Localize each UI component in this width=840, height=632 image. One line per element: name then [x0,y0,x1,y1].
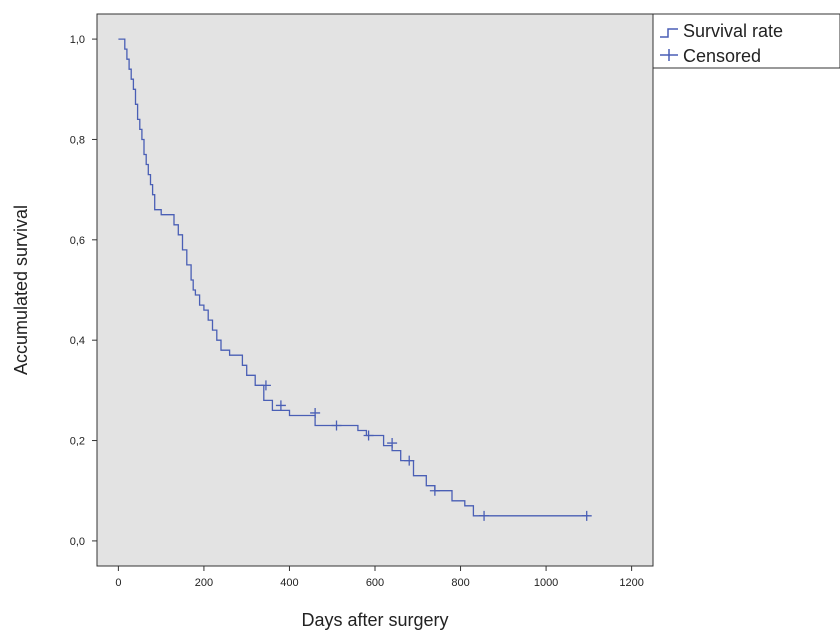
censored-marker [260,380,271,391]
x-tick-label: 0 [115,577,121,589]
y-tick-label: 0,2 [70,436,85,448]
y-tick-label: 0,8 [70,134,85,146]
legend-step-icon [660,28,678,38]
censored-marker [581,510,592,521]
x-tick-label: 600 [366,577,384,589]
censored-marker [363,430,374,441]
plot-area [96,13,654,567]
y-tick-label: 0,6 [70,235,85,247]
x-tick-label: 800 [451,577,469,589]
x-axis-title: Days after surgery [301,610,448,630]
censored-marker [275,400,286,411]
x-tick-label: 1200 [619,577,643,589]
x-tick-label: 400 [280,577,298,589]
censored-marker [310,407,321,418]
y-tick-label: 1,0 [70,34,85,46]
censored-marker [429,485,440,496]
censored-marker [387,438,398,449]
x-tick-label: 200 [195,577,213,589]
legend-censored-icon [660,49,678,61]
censored-marker [404,455,415,466]
legend: Survival rate Censored [652,13,840,69]
legend-box [652,13,840,69]
y-tick-label: 0,4 [70,335,85,347]
x-tick-label: 1000 [534,577,558,589]
y-tick-label: 0,0 [70,536,85,548]
legend-label-survival: Survival rate [683,21,783,41]
censored-marker [479,510,490,521]
chart-marks [118,38,592,521]
axes: 0 200 400 600 800 1000 1200 0,0 0,2 0,4 0,6 0,8 1,0 [70,34,644,589]
legend-label-censored: Censored [683,46,761,66]
y-axis-title: Accumulated survival [11,205,31,375]
censored-marker [331,420,342,431]
